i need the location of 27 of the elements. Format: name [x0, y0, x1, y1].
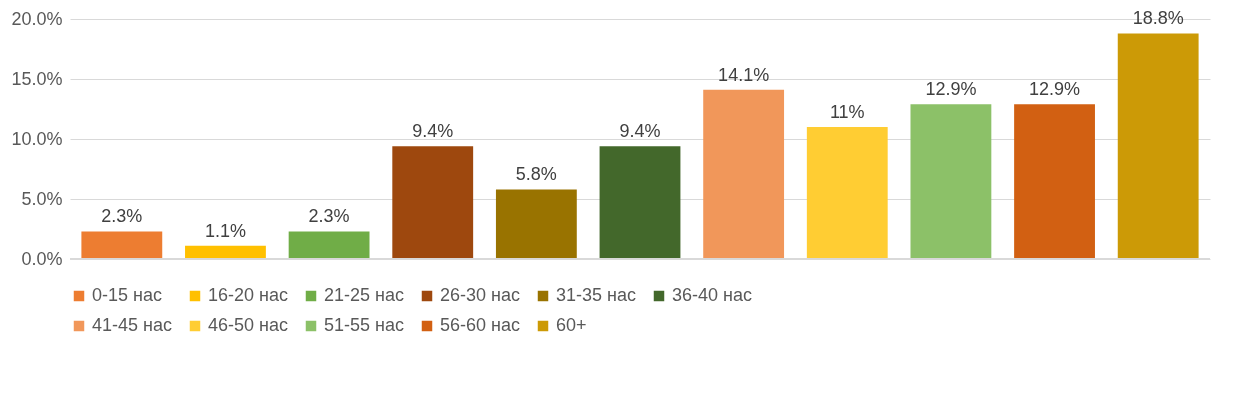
legend-label: 60+	[556, 315, 587, 335]
data-label: 14.1%	[718, 64, 770, 85]
legend-label: 26-30 нас	[440, 285, 520, 305]
y-tick-label: 0.0%	[21, 248, 63, 269]
y-tick-label: 15.0%	[11, 68, 63, 89]
data-label: 9.4%	[412, 121, 454, 142]
y-tick-label: 20.0%	[11, 8, 63, 29]
data-label: 2.3%	[308, 206, 350, 227]
legend-label: 21-25 нас	[324, 285, 404, 305]
legend-label: 46-50 нас	[208, 315, 288, 335]
data-label: 11%	[829, 102, 865, 122]
data-label: 1.1%	[204, 220, 246, 241]
legend-label: 56-60 нас	[440, 315, 520, 335]
legend-label: 51-55 нас	[324, 315, 404, 335]
y-tick-label: 10.0%	[11, 128, 63, 149]
y-tick-label: 5.0%	[21, 188, 63, 209]
data-label: 12.9%	[1029, 79, 1081, 100]
data-label: 5.8%	[515, 164, 557, 185]
legend-label: 41-45 нас	[92, 315, 172, 335]
legend-label: 0-15 нас	[92, 285, 162, 305]
legend-label: 36-40 нас	[672, 285, 752, 305]
legend-label: 31-35 нас	[556, 285, 636, 305]
legend-label: 16-20 нас	[208, 285, 288, 305]
data-label: 18.8%	[1132, 8, 1184, 29]
data-label: 12.9%	[925, 79, 977, 100]
data-label: 9.4%	[619, 121, 661, 142]
data-label: 2.3%	[101, 206, 143, 227]
